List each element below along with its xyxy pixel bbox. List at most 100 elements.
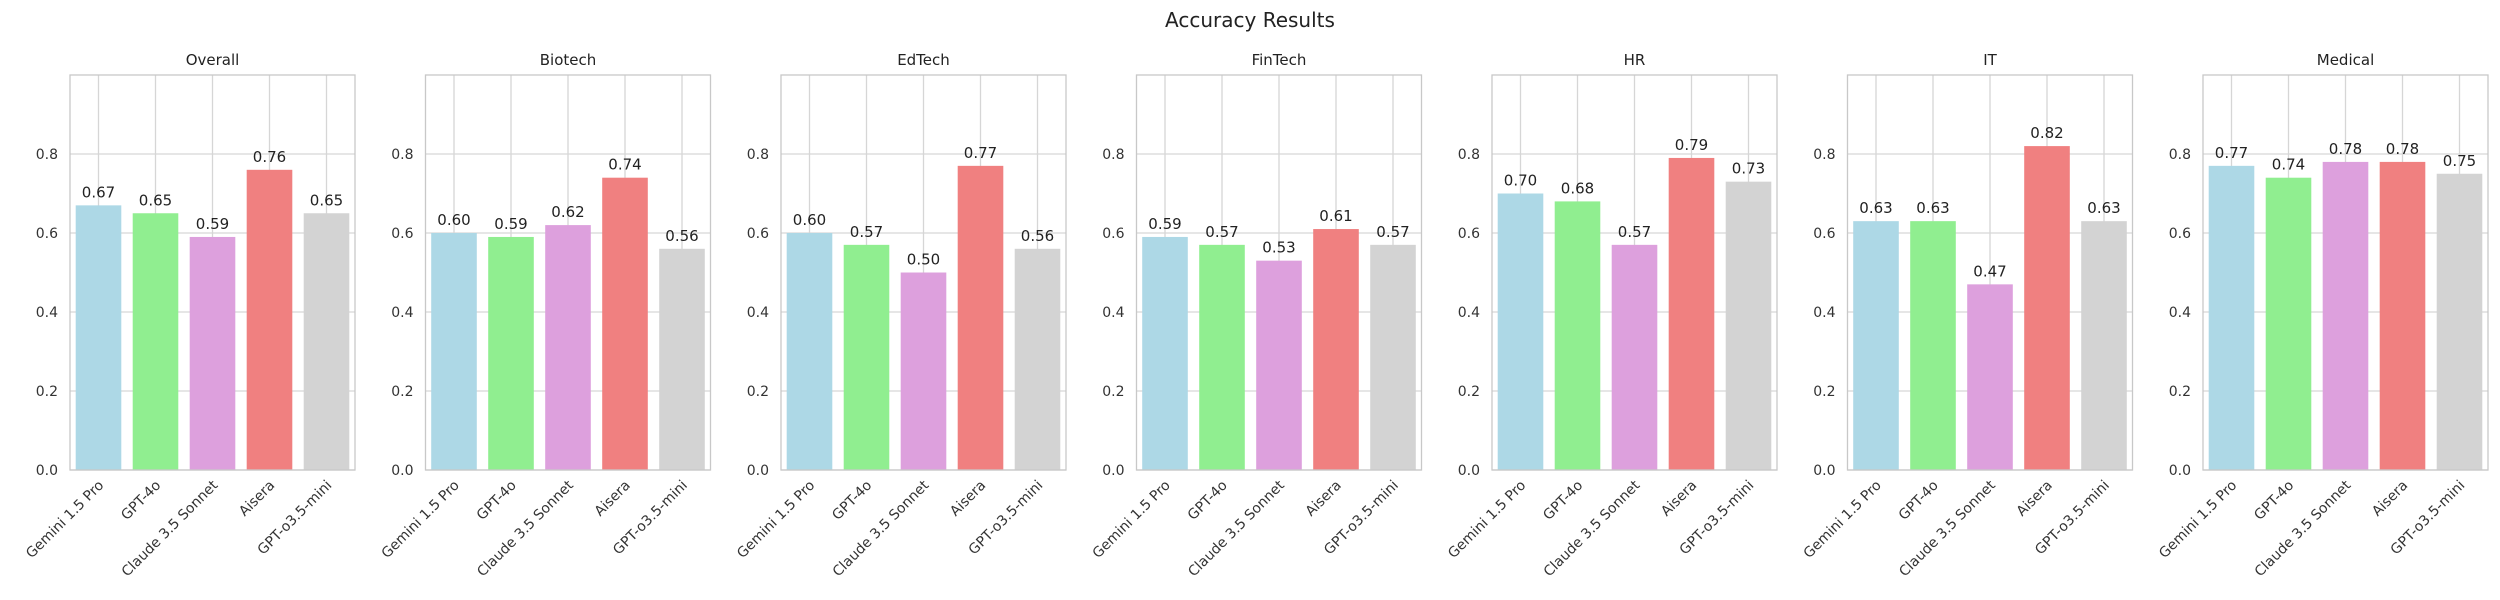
- y-tick-label: 0.8: [1458, 147, 1480, 163]
- bar-value-label: 0.60: [437, 211, 470, 229]
- bar-value-label: 0.65: [139, 191, 172, 209]
- bar-value-label: 0.74: [2272, 156, 2305, 174]
- panel-title: EdTech: [897, 51, 950, 69]
- x-tick-label: GPT-4o: [474, 478, 520, 524]
- y-tick-label: 0.6: [747, 226, 769, 242]
- bar-aisera: [2024, 146, 2070, 470]
- panel-title: HR: [1624, 51, 1646, 69]
- y-tick-label: 0.6: [1458, 226, 1480, 242]
- bar-value-label: 0.70: [1504, 172, 1537, 190]
- bar-value-label: 0.61: [1319, 207, 1352, 225]
- y-tick-label: 0.6: [36, 226, 58, 242]
- x-tick-label: Claude 3.5 Sonnet: [1896, 477, 1999, 580]
- bar-value-label: 0.82: [2030, 124, 2063, 142]
- y-tick-label: 0.2: [2169, 384, 2191, 400]
- x-tick-label: Gemini 1.5 Pro: [1090, 478, 1174, 562]
- bar-value-label: 0.59: [1148, 215, 1181, 233]
- x-tick-label: Gemini 1.5 Pro: [734, 478, 818, 562]
- bar-aisera: [1668, 157, 1715, 470]
- x-tick-label: Aisera: [2014, 478, 2056, 520]
- bar-value-label: 0.63: [1859, 199, 1892, 217]
- panel-frame: [1135, 74, 1423, 471]
- y-tick-label: 0.8: [1102, 147, 1124, 163]
- bar-gpt-4o: [2265, 177, 2312, 470]
- bar-gemini-1-5-pro: [1142, 236, 1188, 470]
- panel-frame: [69, 74, 356, 471]
- x-tick-label: Claude 3.5 Sonnet: [1541, 477, 1644, 580]
- bar-gpt-4o: [488, 236, 534, 470]
- x-tick-label: Claude 3.5 Sonnet: [1185, 477, 1288, 580]
- bar-value-label: 0.60: [793, 211, 826, 229]
- y-tick-label: 0.6: [2169, 226, 2191, 242]
- x-tick-label: Aisera: [592, 478, 634, 520]
- panel-edtech: EdTech 0.0 0.2 0.4 0.6 0.8 0.60 0.57 0.50 0.77 0.5…: [734, 51, 1067, 580]
- y-tick-label: 0.2: [36, 384, 58, 400]
- bar-value-label: 0.73: [1732, 160, 1765, 178]
- x-tick-label: Claude 3.5 Sonnet: [474, 477, 577, 580]
- y-tick-label: 0.0: [1813, 463, 1835, 479]
- y-tick-label: 0.0: [36, 463, 58, 479]
- bar-value-label: 0.74: [608, 156, 641, 174]
- bar-gemini-1-5-pro: [786, 233, 833, 470]
- bar-value-label: 0.57: [1205, 223, 1238, 241]
- x-tick-label: Aisera: [236, 478, 278, 520]
- x-tick-label: Aisera: [2369, 478, 2411, 520]
- bar-value-label: 0.75: [2443, 152, 2476, 170]
- y-tick-label: 0.2: [1102, 384, 1124, 400]
- bar-claude-3-5-sonnet: [545, 225, 591, 470]
- y-tick-label: 0.0: [747, 463, 769, 479]
- y-tick-label: 0.6: [391, 226, 413, 242]
- bar-claude-3-5-sonnet: [1611, 244, 1658, 470]
- bar-gpt-o3-5-mini: [2436, 173, 2483, 470]
- x-tick-label: Gemini 1.5 Pro: [379, 478, 463, 562]
- y-tick-label: 0.0: [1102, 463, 1124, 479]
- x-tick-label: Aisera: [1303, 478, 1345, 520]
- x-tick-label: Aisera: [947, 478, 989, 520]
- bar-gpt-4o: [843, 244, 890, 470]
- panel-frame: [1491, 74, 1778, 471]
- bar-aisera: [957, 165, 1004, 470]
- panel-frame: [1846, 74, 2134, 471]
- panel-overall: Overall 0.0 0.2 0.4 0.6 0.8 0.67 0.65 0.59 0.76 0.…: [23, 51, 356, 580]
- x-tick-label: Claude 3.5 Sonnet: [2252, 477, 2355, 580]
- panel-medical: Medical 0.0 0.2 0.4 0.6 0.8 0.77 0.74 0.78 0.78 0.…: [2156, 51, 2489, 580]
- y-tick-label: 0.2: [747, 384, 769, 400]
- bar-gpt-4o: [1910, 221, 1956, 470]
- y-tick-label: 0.2: [1458, 384, 1480, 400]
- y-tick-label: 0.8: [391, 147, 413, 163]
- bar-value-label: 0.57: [1618, 223, 1651, 241]
- bar-value-label: 0.56: [1021, 227, 1054, 245]
- panel-title: FinTech: [1252, 51, 1307, 69]
- bar-value-label: 0.50: [907, 251, 940, 269]
- bar-gemini-1-5-pro: [1853, 221, 1899, 470]
- bar-gpt-o3-5-mini: [659, 248, 705, 470]
- x-tick-label: Gemini 1.5 Pro: [1801, 478, 1885, 562]
- bar-gpt-4o: [1554, 201, 1601, 470]
- panel-frame: [424, 74, 712, 471]
- x-tick-label: GPT-4o: [2251, 478, 2297, 524]
- x-tick-label: Gemini 1.5 Pro: [1445, 478, 1529, 562]
- bar-claude-3-5-sonnet: [2322, 161, 2369, 470]
- bar-value-label: 0.79: [1675, 136, 1708, 154]
- bar-value-label: 0.76: [253, 148, 286, 166]
- panel-biotech: Biotech 0.0 0.2 0.4 0.6 0.8 0.60 0.59 0.62 0.74 0.…: [379, 51, 712, 580]
- bar-gpt-4o: [132, 213, 179, 470]
- x-tick-label: GPT-4o: [1185, 478, 1231, 524]
- x-tick-label: Aisera: [1658, 478, 1700, 520]
- y-tick-label: 0.4: [1102, 305, 1124, 321]
- x-tick-label: GPT-4o: [118, 478, 164, 524]
- bar-gemini-1-5-pro: [1497, 193, 1544, 470]
- bar-gemini-1-5-pro: [431, 233, 477, 470]
- y-tick-label: 0.4: [1813, 305, 1835, 321]
- y-tick-label: 0.4: [1458, 305, 1480, 321]
- bar-gemini-1-5-pro: [75, 205, 122, 470]
- panel-fintech: FinTech 0.0 0.2 0.4 0.6 0.8 0.59 0.57 0.53 0.61 0.…: [1090, 51, 1423, 580]
- y-tick-label: 0.2: [1813, 384, 1835, 400]
- bar-aisera: [1313, 229, 1359, 470]
- panel-title: Medical: [2317, 51, 2374, 69]
- bar-gpt-o3-5-mini: [303, 213, 350, 470]
- bar-gpt-4o: [1199, 244, 1245, 470]
- bar-claude-3-5-sonnet: [900, 272, 947, 470]
- bar-value-label: 0.65: [310, 191, 343, 209]
